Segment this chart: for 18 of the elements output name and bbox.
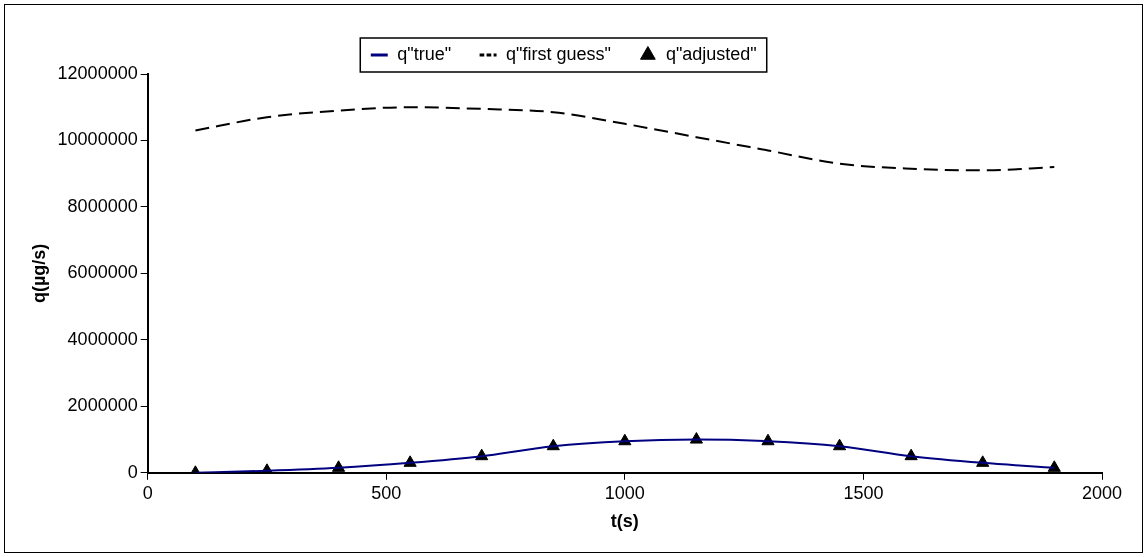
y-tick-label: 8000000 [67,195,138,216]
y-tick-label: 12000000 [57,62,138,83]
y-tick-label: 2000000 [67,395,138,416]
x-tick-label: 2000 [1081,482,1123,503]
line-series [194,106,1056,172]
legend-label: q"true" [397,43,452,64]
y-axis-title: q(µg/s) [28,243,49,304]
y-tick-label: 0 [127,461,138,482]
x-tick-label: 1500 [843,482,884,503]
legend-label: q"adjusted" [665,43,757,64]
y-tick-label: 6000000 [67,262,138,283]
x-axis-title: t(s) [610,511,639,532]
y-tick-label: 10000000 [57,129,138,150]
x-tick-label: 1000 [604,482,645,503]
y-tick-label: 4000000 [67,328,138,349]
x-tick-label: 500 [371,482,402,503]
x-tick-label: 0 [142,482,153,503]
legend-label: q"first guess" [506,43,611,64]
